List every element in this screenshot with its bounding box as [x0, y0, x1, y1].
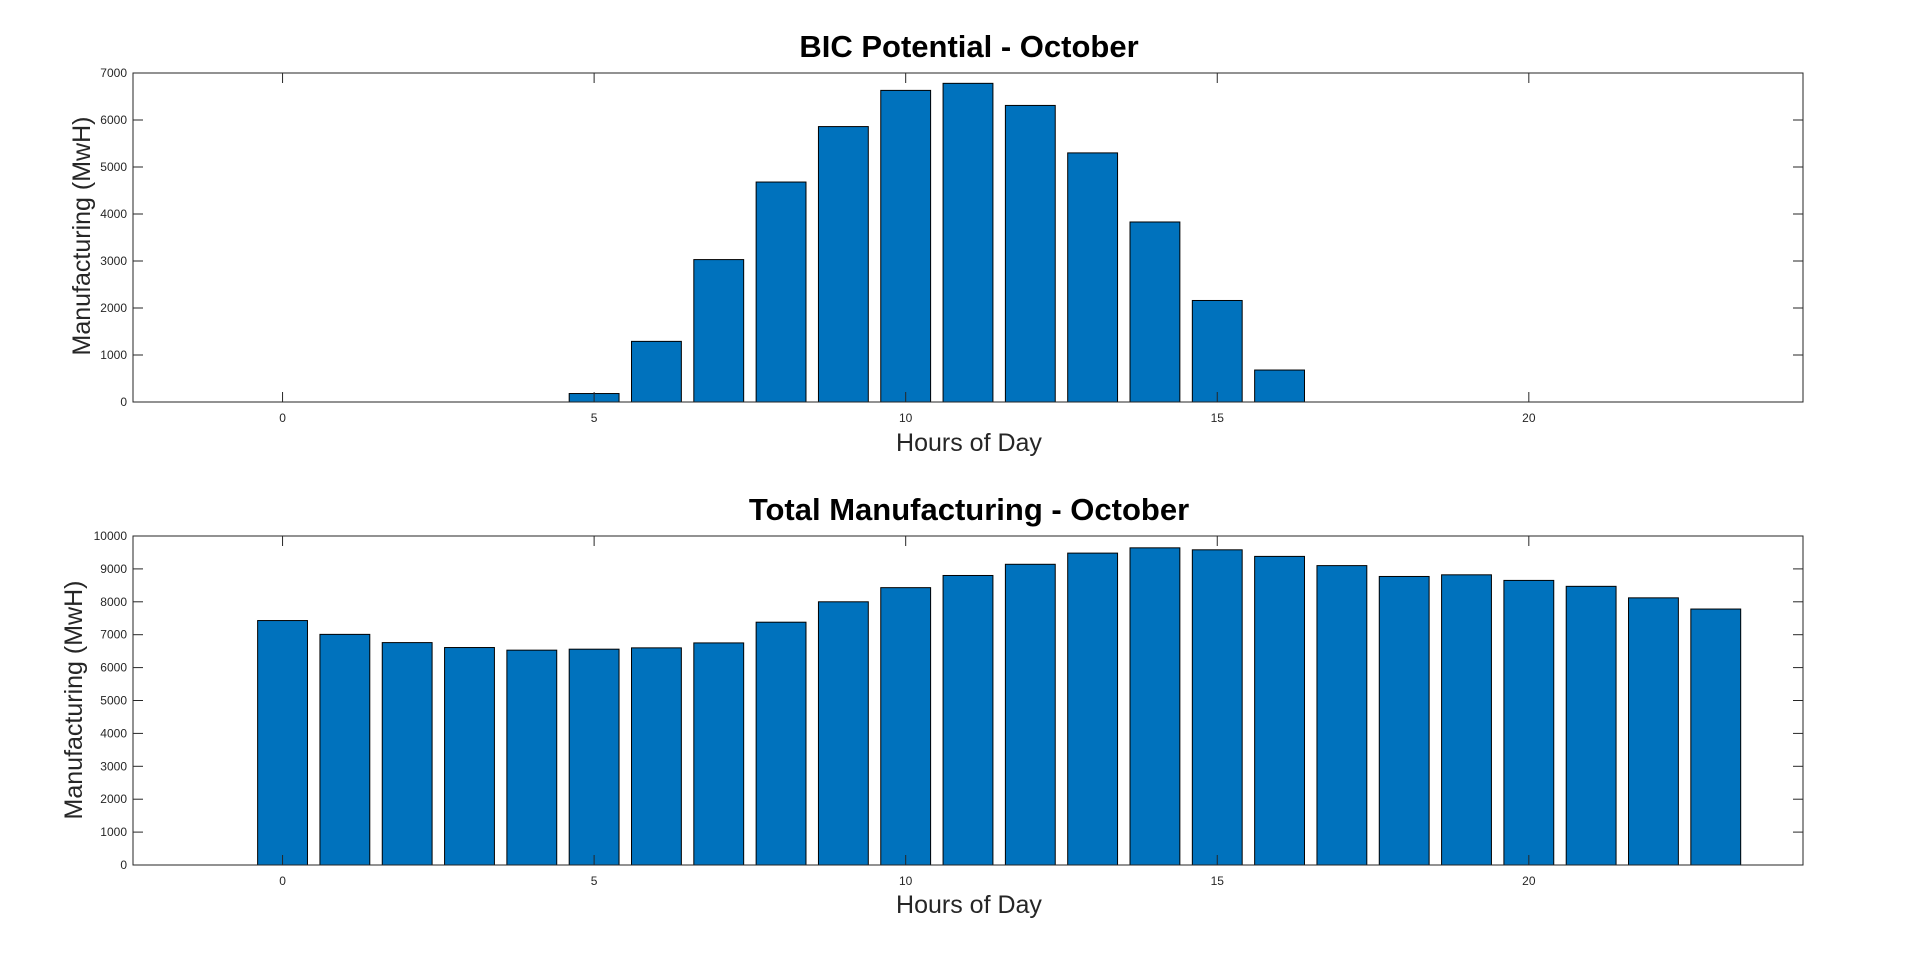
- x-tick-label: 0: [279, 411, 286, 425]
- y-tick-label: 3000: [100, 759, 127, 773]
- bar-hour-1: [319, 633, 371, 866]
- y-tick-label: 7000: [100, 66, 127, 80]
- y-tick-label: 5000: [100, 694, 127, 708]
- bar-hour-23: [1690, 608, 1742, 866]
- y-tick-label: 2000: [100, 301, 127, 315]
- bar-hour-18: [1378, 575, 1430, 866]
- y-tick-label: 9000: [100, 562, 127, 576]
- bar-hour-16: [1254, 369, 1305, 403]
- y-axis-label: Manufacturing (MwH): [68, 117, 96, 356]
- y-tick-label: 6000: [100, 661, 127, 675]
- bar-hour-14: [1129, 547, 1181, 866]
- bar-series: [568, 82, 1305, 403]
- bar-hour-22: [1628, 597, 1679, 866]
- bar-hour-13: [1067, 152, 1119, 403]
- y-tick-label: 4000: [100, 207, 127, 221]
- axis-ticks: 0 5 10 15 20 0 1000 2000 3000 4000 5000 6000 7000: [100, 66, 1803, 425]
- y-tick-label: 4000: [100, 726, 127, 740]
- bar-hour-12: [1004, 104, 1056, 403]
- bar-hour-21: [1565, 585, 1617, 866]
- y-tick-label: 6000: [100, 113, 127, 127]
- bar-hour-11: [942, 574, 994, 866]
- bar-hour-3: [444, 647, 495, 866]
- y-tick-label: 3000: [100, 254, 127, 268]
- bar-hour-14: [1129, 221, 1181, 403]
- axes-frame: [132, 535, 1804, 866]
- y-tick-label: 1000: [100, 825, 127, 839]
- y-tick-label: 5000: [100, 160, 127, 174]
- bar-hour-16: [1254, 555, 1305, 866]
- x-tick-label: 15: [1211, 874, 1225, 888]
- x-tick-label: 10: [899, 874, 913, 888]
- chart-title: Total Manufacturing - October: [749, 492, 1189, 527]
- bar-hour-5: [568, 648, 620, 866]
- bar-hour-0: [257, 620, 308, 866]
- y-tick-label: 2000: [100, 792, 127, 806]
- bar-hour-8: [755, 621, 807, 866]
- bar-hour-15: [1191, 549, 1243, 866]
- axis-ticks: 0 5 10 15 20 0 1000 2000 3000 4000 5000 6000 7000 800…: [94, 529, 1803, 888]
- bar-hour-17: [1316, 565, 1368, 866]
- bar-hour-6: [631, 647, 682, 866]
- bar-hour-7: [693, 642, 745, 866]
- bar-hour-4: [506, 649, 558, 866]
- x-tick-label: 20: [1522, 411, 1536, 425]
- bar-hour-7: [693, 259, 745, 403]
- x-tick-label: 15: [1211, 411, 1225, 425]
- x-tick-label: 10: [899, 411, 913, 425]
- bar-hour-6: [631, 340, 682, 403]
- chart-bic-potential: BIC Potential - October Hours of Day Man…: [68, 29, 1804, 457]
- bar-hour-12: [1004, 563, 1056, 866]
- chart-title: BIC Potential - October: [799, 29, 1138, 64]
- x-tick-label: 5: [591, 411, 598, 425]
- axes-frame: [132, 72, 1804, 403]
- y-tick-label: 0: [120, 858, 127, 872]
- bar-hour-15: [1191, 299, 1243, 403]
- bar-hour-13: [1067, 552, 1119, 866]
- bar-hour-2: [381, 642, 433, 866]
- x-tick-label: 20: [1522, 874, 1536, 888]
- x-axis-label: Hours of Day: [896, 429, 1042, 457]
- bar-series: [257, 547, 1742, 866]
- x-tick-label: 0: [279, 874, 286, 888]
- y-tick-label: 10000: [94, 529, 128, 543]
- bar-hour-8: [755, 181, 807, 403]
- bar-hour-9: [817, 601, 869, 866]
- bar-hour-10: [880, 587, 932, 866]
- bar-hour-20: [1503, 579, 1555, 866]
- bar-hour-19: [1441, 574, 1492, 866]
- bar-hour-10: [880, 89, 932, 403]
- bar-hour-11: [942, 82, 994, 403]
- y-tick-label: 0: [120, 395, 127, 409]
- bar-hour-9: [817, 126, 869, 403]
- y-tick-label: 1000: [100, 348, 127, 362]
- chart-total-manufacturing: Total Manufacturing - October Hours of D…: [60, 492, 1804, 919]
- y-axis-label: Manufacturing (MwH): [60, 581, 88, 820]
- x-axis-label: Hours of Day: [896, 891, 1042, 919]
- y-tick-label: 7000: [100, 628, 127, 642]
- y-tick-label: 8000: [100, 595, 127, 609]
- x-tick-label: 5: [591, 874, 598, 888]
